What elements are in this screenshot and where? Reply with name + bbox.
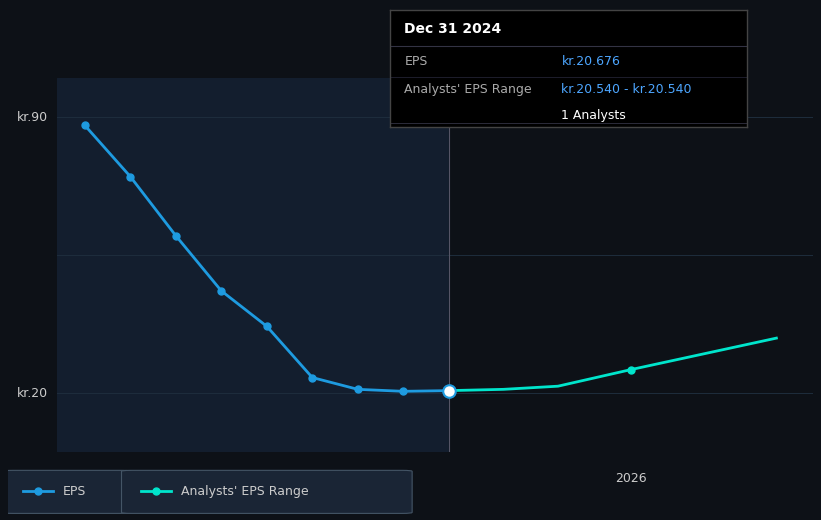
Text: Analysts' EPS Range: Analysts' EPS Range (181, 485, 308, 498)
Text: kr.90: kr.90 (17, 111, 48, 124)
Text: kr.20.676: kr.20.676 (562, 55, 621, 68)
Text: kr.20: kr.20 (17, 387, 48, 400)
Text: 1 Analysts: 1 Analysts (562, 109, 626, 122)
Text: kr.20.540 - kr.20.540: kr.20.540 - kr.20.540 (562, 83, 692, 96)
FancyBboxPatch shape (3, 470, 131, 513)
Text: EPS: EPS (62, 485, 85, 498)
Bar (449, 78, 813, 452)
Text: 2025: 2025 (433, 472, 465, 485)
Text: Analysts Forecasts: Analysts Forecasts (458, 95, 574, 108)
FancyBboxPatch shape (122, 470, 412, 513)
Text: EPS: EPS (404, 55, 428, 68)
Text: Actual: Actual (404, 95, 443, 108)
Text: Dec 31 2024: Dec 31 2024 (404, 22, 502, 36)
Text: 2026: 2026 (615, 472, 647, 485)
Text: 2024: 2024 (251, 472, 282, 485)
Text: Analysts' EPS Range: Analysts' EPS Range (404, 83, 532, 96)
Bar (57, 78, 449, 452)
